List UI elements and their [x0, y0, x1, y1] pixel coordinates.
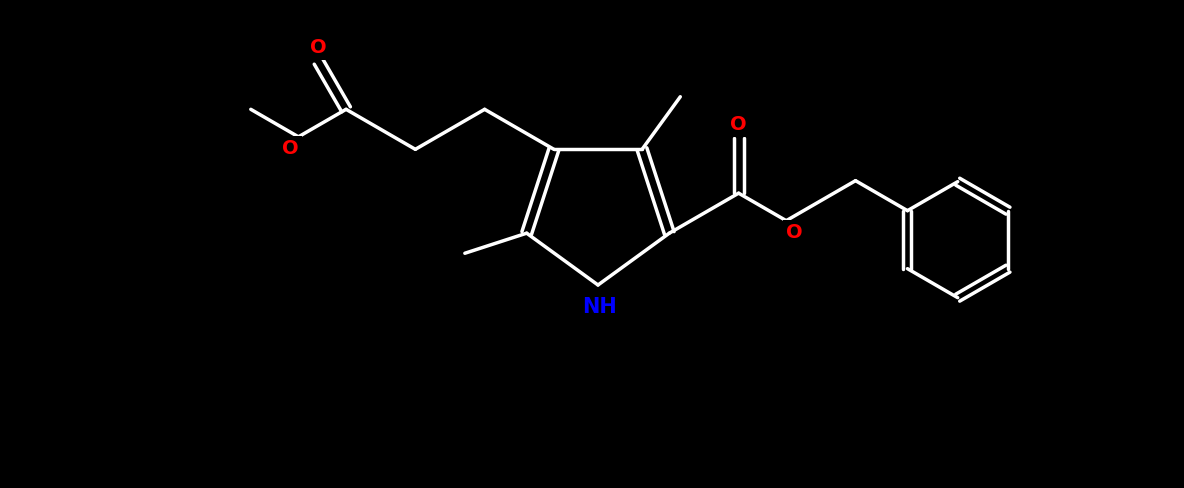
Text: O: O: [786, 223, 803, 242]
Text: O: O: [310, 38, 327, 57]
Text: O: O: [282, 139, 298, 158]
Text: O: O: [731, 115, 747, 134]
Text: NH: NH: [583, 297, 617, 317]
